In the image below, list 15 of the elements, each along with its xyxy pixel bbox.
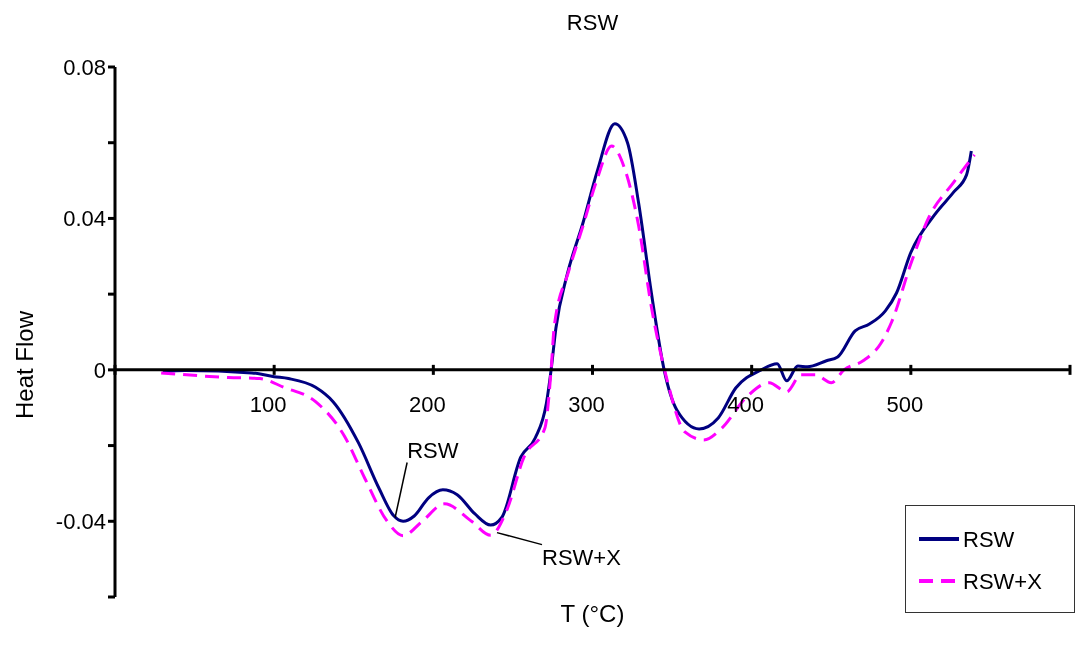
- y-tick-label: 0.04: [63, 206, 106, 232]
- legend-label: RSW+X: [963, 569, 1043, 594]
- legend-label: RSW: [963, 527, 1015, 552]
- x-tick-label: 500: [886, 391, 924, 417]
- y-axis-title: Heat Flow: [11, 310, 39, 420]
- annotation: RSW+X: [542, 544, 622, 570]
- chart-title: RSW: [565, 10, 620, 36]
- y-tick-label: 0: [93, 357, 106, 383]
- y-tick-label: 0.08: [63, 54, 106, 80]
- x-tick-label: 100: [249, 391, 287, 417]
- annotation: RSW: [407, 437, 459, 463]
- x-axis-title: T (°C): [559, 600, 626, 628]
- x-tick-label: 300: [568, 391, 605, 417]
- y-tick-label: -0.04: [55, 509, 106, 535]
- x-tick-label: 200: [408, 391, 446, 417]
